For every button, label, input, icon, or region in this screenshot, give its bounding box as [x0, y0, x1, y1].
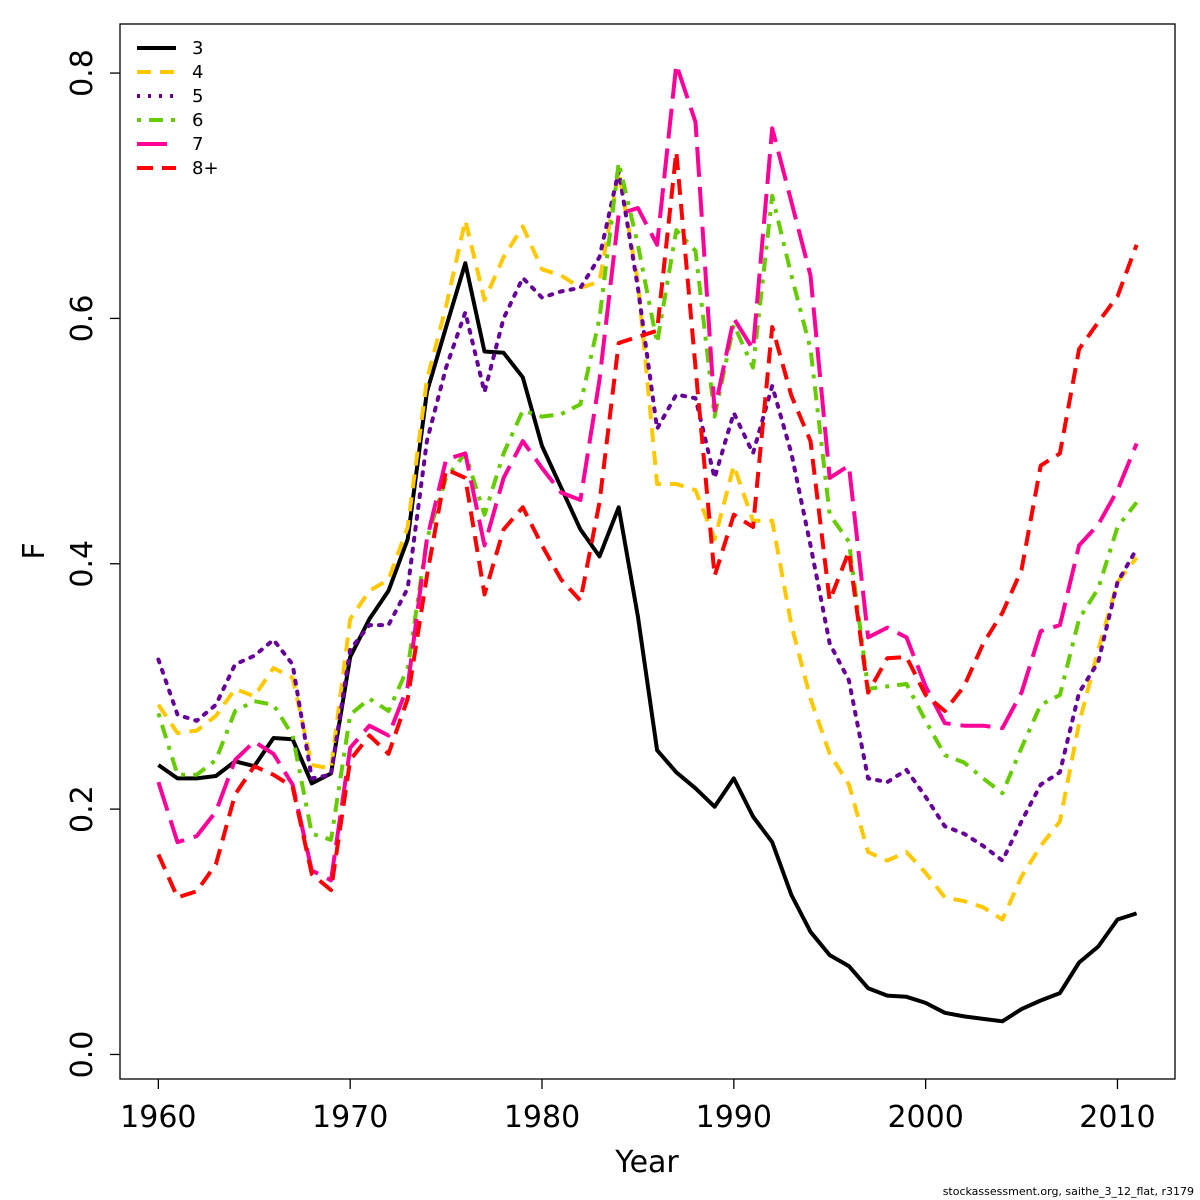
series-line-7: [156, 62, 1139, 883]
series-line-3: [157, 261, 1138, 1024]
y-axis-title: F: [17, 542, 52, 559]
legend-label: 7: [192, 134, 203, 155]
x-tick-label: 2010: [1079, 1100, 1155, 1135]
legend-label: 4: [192, 62, 203, 83]
x-tick-label: 1990: [696, 1100, 772, 1135]
legend-label: 8+: [192, 158, 219, 179]
plot-frame: [119, 23, 1176, 1080]
footnote: stockassessment.org, saithe_3_12_flat, r…: [942, 1185, 1194, 1198]
legend-label: 6: [192, 110, 203, 131]
series-lines: [156, 62, 1139, 1024]
x-axis: 1960 1970 1980 1990 2000 2010: [120, 1079, 1156, 1135]
x-tick-label: 2000: [887, 1100, 963, 1135]
y-tick-label: 0.0: [65, 1031, 100, 1079]
series-line-5: [156, 169, 1139, 863]
x-tick-label: 1970: [312, 1100, 388, 1135]
series-line-8plus: [156, 149, 1139, 900]
legend: 3 4 5 6 7 8+: [137, 38, 219, 179]
legend-label: 5: [192, 86, 203, 107]
series-line-4: [156, 169, 1139, 922]
x-axis-title: Year: [614, 1145, 679, 1180]
y-tick-label: 0.8: [65, 49, 100, 97]
y-tick-label: 0.4: [65, 540, 100, 588]
x-tick-label: 1960: [120, 1100, 196, 1135]
x-tick-label: 1980: [504, 1100, 580, 1135]
legend-label: 3: [192, 38, 203, 59]
y-axis: 0.0 0.2 0.4 0.6 0.8: [65, 49, 120, 1078]
y-tick-label: 0.2: [65, 785, 100, 833]
y-tick-label: 0.6: [65, 295, 100, 343]
